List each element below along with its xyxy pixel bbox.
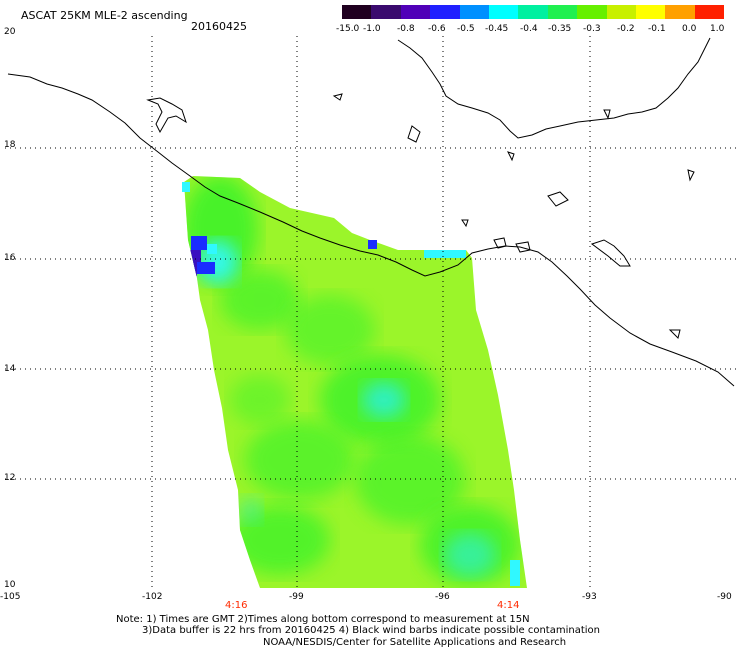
coastline-gulf <box>397 37 711 139</box>
swath-cell <box>182 182 190 192</box>
swath-cell <box>424 250 466 258</box>
swath-patch <box>444 533 496 577</box>
grid <box>5 36 738 588</box>
colorbar-swatch <box>371 5 401 19</box>
lat-label-20: 20 <box>4 27 16 37</box>
swath-patch <box>355 435 465 525</box>
lat-label-14: 14 <box>4 364 16 374</box>
footer-note-2: 3)Data buffer is 22 hrs from 20160425 4)… <box>142 625 600 636</box>
colorbar-swatch <box>665 5 695 19</box>
colorbar <box>342 5 725 19</box>
lon-label-105: -105 <box>0 592 21 602</box>
coastline <box>7 73 735 387</box>
swath-patch <box>220 270 300 330</box>
colorbar-swatch <box>577 5 607 19</box>
lon-label-93: -93 <box>582 592 597 602</box>
product-date: 20160425 <box>191 20 247 33</box>
colorbar-label: -15.0 <box>336 24 360 34</box>
colorbar-label: -0.6 <box>428 24 446 34</box>
time-label-west: 4:16 <box>225 600 248 611</box>
swath-cell <box>193 262 215 274</box>
colorbar-label: -0.2 <box>617 24 635 34</box>
colorbar-swatch <box>694 5 725 19</box>
swath-patterns <box>184 176 520 586</box>
colorbar-label: 1.0 <box>710 24 725 34</box>
colorbar-swatch <box>547 5 578 19</box>
swath-patch <box>230 375 290 425</box>
swath-cell <box>207 244 217 254</box>
product-title: ASCAT 25KM MLE-2 ascending <box>21 9 188 22</box>
colorbar-swatch <box>635 5 666 19</box>
time-label-east: 4:14 <box>497 600 520 611</box>
colorbar-swatch <box>430 5 460 19</box>
colorbar-label: -0.45 <box>485 24 509 34</box>
footer-note-3: NOAA/NESDIS/Center for Satellite Applica… <box>263 637 567 648</box>
colorbar-swatch <box>400 5 431 19</box>
swath-patch <box>362 382 406 418</box>
swath-patch <box>245 420 355 500</box>
colorbar-label: -0.3 <box>583 24 601 34</box>
colorbar-label: -0.8 <box>397 24 415 34</box>
colorbar-label: -0.5 <box>457 24 475 34</box>
lon-label-99: -99 <box>289 592 304 602</box>
wind-swath <box>182 176 527 588</box>
lat-label-12: 12 <box>4 473 16 483</box>
lat-label-18: 18 <box>4 140 16 150</box>
footer-note-1: Note: 1) Times are GMT 2)Times along bot… <box>116 614 530 625</box>
swath-cell <box>189 262 197 276</box>
lon-label-102: -102 <box>142 592 163 602</box>
swath-cell <box>189 250 201 262</box>
colorbar-swatch <box>342 5 372 19</box>
colorbar-label: -0.1 <box>648 24 666 34</box>
swath-cell <box>510 560 520 586</box>
swath-patch <box>238 496 262 524</box>
lat-label-10: 10 <box>4 580 16 590</box>
colorbar-labels: -15.0 -1.0 -0.8 -0.6 -0.5 -0.45 -0.4 -0.… <box>332 24 732 36</box>
colorbar-label: 0.0 <box>682 24 697 34</box>
swath-patch <box>285 295 375 365</box>
colorbar-swatch <box>488 5 519 19</box>
colorbar-label: -0.35 <box>548 24 572 34</box>
swath-cell <box>368 240 377 249</box>
swath-cell <box>191 236 207 250</box>
lon-label-90: -90 <box>717 592 732 602</box>
colorbar-swatch <box>518 5 548 19</box>
colorbar-swatch <box>606 5 636 19</box>
colorbar-swatch <box>459 5 489 19</box>
lat-label-16: 16 <box>4 253 16 263</box>
lon-label-96: -96 <box>435 592 450 602</box>
colorbar-label: -1.0 <box>363 24 381 34</box>
islands <box>146 93 695 339</box>
colorbar-label: -0.4 <box>520 24 538 34</box>
